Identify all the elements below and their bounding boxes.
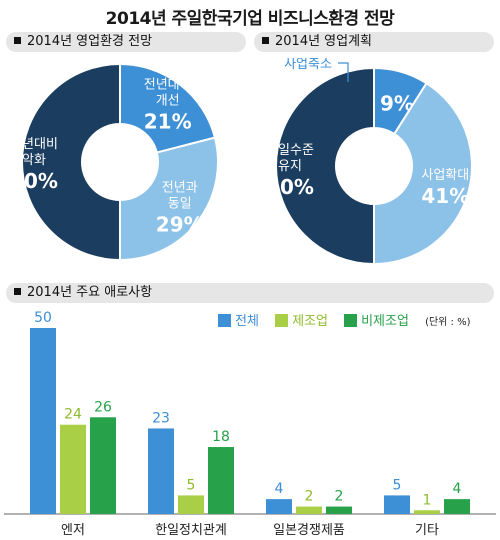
- bullet-square-icon: [14, 288, 21, 295]
- slice-label: 전년과: [162, 181, 198, 196]
- bar-value-label: 4: [275, 481, 284, 497]
- bullet-square-icon: [14, 37, 21, 44]
- slice-label: 전년대비: [144, 77, 192, 92]
- chart-title: 2014년 주일한국기업 비즈니스환경 전망: [105, 9, 395, 29]
- section-header-business-outlook: 2014년 영업환경 전망: [6, 32, 246, 52]
- bar: [60, 424, 86, 514]
- slice-label: 악화: [22, 153, 46, 168]
- category-label: 엔저: [61, 523, 85, 538]
- bar: [414, 510, 440, 514]
- slice-label: 사업확대: [421, 168, 469, 183]
- bar-value-label: 18: [212, 429, 230, 445]
- callout-line: [338, 62, 349, 82]
- legend-label: 제조업: [292, 314, 328, 329]
- slice-value: 21%: [144, 109, 192, 133]
- legend-item-non-manufacturing: 비제조업: [344, 310, 409, 329]
- bar-value-label: 2: [305, 489, 314, 505]
- bar-value-label: 24: [64, 407, 82, 423]
- unit-note: (단위 : %): [425, 317, 471, 328]
- donut-hole: [337, 129, 411, 203]
- section-title: 2014년 주요 애로사항: [27, 285, 153, 300]
- legend-label: 비제조업: [361, 314, 409, 329]
- slice-label: 유지: [278, 159, 302, 174]
- category-label: 기타: [415, 523, 439, 538]
- legend-swatch: [344, 314, 358, 327]
- section-header-business-plan: 2014년 영업계획: [254, 32, 494, 52]
- bar: [90, 417, 116, 514]
- section-header-main-difficulties: 2014년 주요 애로사항: [6, 283, 494, 303]
- slice-value: 50%: [266, 175, 314, 199]
- bar-value-label: 23: [152, 410, 170, 426]
- bar: [296, 506, 322, 514]
- legend-label: 전체: [235, 314, 259, 329]
- bar-value-label: 4: [453, 481, 462, 497]
- bar-value-label: 26: [94, 399, 112, 415]
- bar-value-label: 5: [393, 477, 402, 493]
- bar: [30, 328, 56, 514]
- slice-value: 29%: [156, 213, 204, 237]
- bar-legend: 전체 제조업 비제조업 (단위 : %): [218, 310, 471, 330]
- donut-hole: [83, 125, 157, 199]
- donut-slice: [373, 81, 473, 266]
- bullet-square-icon: [262, 37, 269, 44]
- slice-label: 동일: [168, 197, 192, 212]
- donut-slice: [119, 62, 217, 154]
- bar: [444, 499, 470, 514]
- category-label: 한일정치관계: [155, 523, 227, 538]
- slice-value: 41%: [421, 184, 469, 208]
- legend-item-manufacturing: 제조업: [275, 310, 328, 329]
- bar-chart-main-difficulties: 50 24 26 엔저 23 5 18 한일정치관계 4 2 2 일본경쟁제품 5 1 4 기타: [4, 310, 496, 538]
- bar-value-label: 50: [34, 310, 52, 326]
- donut-slice: [119, 136, 219, 262]
- donut-slice: [275, 66, 375, 266]
- bar: [326, 506, 352, 514]
- bar: [178, 495, 204, 514]
- bar: [266, 499, 292, 514]
- legend-swatch: [275, 314, 289, 327]
- legend-swatch: [218, 314, 231, 327]
- slice-value: 50%: [10, 169, 58, 193]
- donut-slice: [21, 62, 121, 262]
- slice-label: 전년대비: [10, 137, 58, 152]
- section-title: 2014년 영업계획: [275, 34, 373, 49]
- bar-value-label: 2: [335, 489, 344, 505]
- slice-callout: 사업축소: [284, 58, 332, 72]
- bar-value-label: 5: [187, 477, 196, 493]
- bar: [148, 428, 174, 514]
- slice-label: 개선: [156, 93, 180, 108]
- category-label: 일본경쟁제품: [273, 523, 345, 538]
- legend-item-total: 전체: [218, 310, 259, 329]
- bar-value-label: 1: [423, 492, 432, 508]
- bar: [384, 495, 410, 514]
- bar: [208, 447, 234, 514]
- section-title: 2014년 영업환경 전망: [27, 34, 153, 49]
- slice-label: 동일수준: [266, 143, 314, 158]
